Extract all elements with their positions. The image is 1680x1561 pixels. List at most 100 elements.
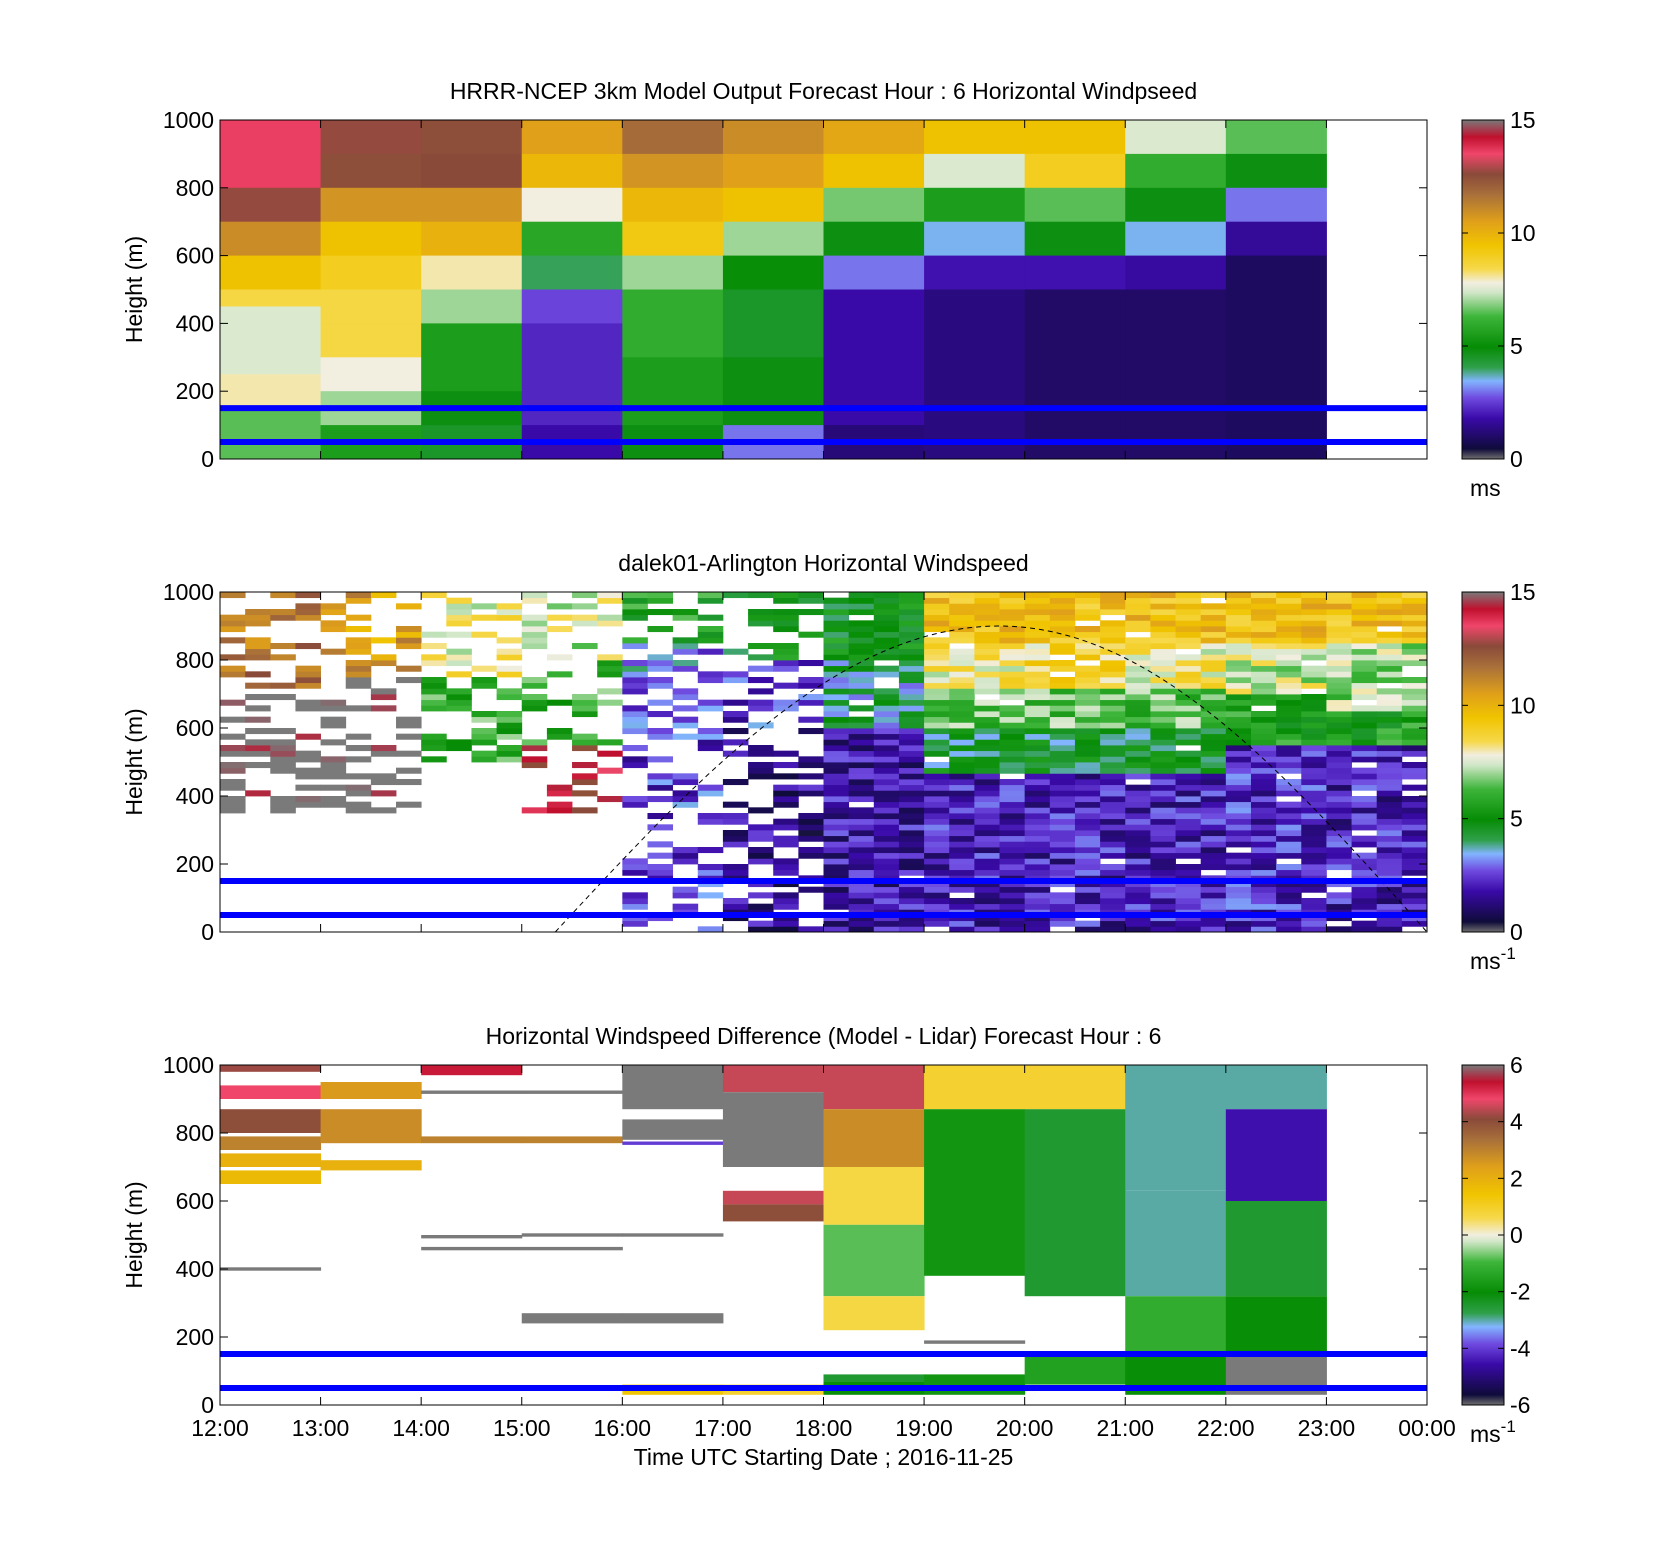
heatmap-cell [898, 858, 925, 865]
heatmap-cell [898, 654, 925, 661]
heatmap-cell [1049, 824, 1076, 831]
heatmap-cell [1351, 728, 1378, 735]
heatmap-cell [496, 733, 523, 740]
heatmap-cell [773, 660, 799, 667]
heatmap-cell [823, 858, 850, 865]
heatmap-cell [898, 643, 925, 650]
heatmap-cell [1301, 609, 1327, 616]
heatmap-cell [873, 841, 900, 848]
heatmap-cell [396, 767, 422, 774]
heatmap-cell [647, 796, 674, 803]
heatmap-cell [1351, 841, 1378, 848]
panel-title: Horizontal Windspeed Difference (Model -… [486, 1023, 1162, 1049]
heatmap-cell [1150, 841, 1176, 848]
heatmap-cell [647, 711, 674, 718]
heatmap-cell [1100, 699, 1126, 706]
heatmap-cell [1276, 716, 1302, 723]
heatmap-cell [622, 892, 648, 899]
heatmap-cell [1351, 784, 1378, 791]
heatmap-cell [974, 796, 1000, 803]
heatmap-cell [773, 665, 799, 672]
heatmap-cell [1276, 813, 1302, 820]
heatmap-cell [1200, 830, 1227, 837]
heatmap-cell [521, 1136, 623, 1144]
heatmap-cell [873, 728, 900, 735]
heatmap-cell [999, 915, 1026, 922]
heatmap-cell [1100, 801, 1126, 808]
heatmap-cell [1225, 835, 1252, 842]
heatmap-cell [1150, 824, 1176, 831]
heatmap-cell [1074, 739, 1101, 746]
heatmap-cell [672, 892, 699, 899]
heatmap-cell [1175, 637, 1202, 644]
heatmap-cell [1376, 796, 1403, 803]
heatmap-cell [1150, 847, 1176, 854]
heatmap-cell [949, 881, 975, 888]
heatmap-cell [1276, 841, 1302, 848]
heatmap-cell [672, 903, 699, 910]
heatmap-cell [949, 603, 975, 610]
heatmap-cell [798, 728, 824, 735]
heatmap-cell [1250, 790, 1277, 797]
heatmap-cell [1376, 711, 1403, 718]
heatmap-cell [245, 716, 271, 723]
heatmap-cell [1200, 705, 1227, 712]
heatmap-cell [773, 835, 799, 842]
heatmap-cell [220, 620, 246, 627]
heatmap-cell [521, 620, 548, 627]
heatmap-cell [1024, 813, 1051, 820]
x-tick-label: 13:00 [292, 1415, 350, 1441]
y-tick-label: 400 [176, 310, 214, 336]
heatmap-cell [1401, 682, 1428, 689]
heatmap-cell [622, 716, 648, 723]
heatmap-cell [1250, 603, 1277, 610]
heatmap-cell [521, 153, 623, 189]
heatmap-cell [245, 609, 271, 616]
heatmap-cell [1301, 824, 1327, 831]
heatmap-cell [873, 648, 900, 655]
heatmap-cell [924, 654, 950, 661]
heatmap-cell [270, 801, 296, 808]
heatmap-cell [1049, 592, 1076, 599]
heatmap-cell [672, 643, 699, 650]
heatmap-cell [823, 694, 850, 701]
heatmap-cell [1301, 898, 1327, 905]
heatmap-cell [1074, 665, 1101, 672]
heatmap-cell [1049, 626, 1076, 633]
heatmap-cell [1150, 699, 1176, 706]
heatmap-cell [748, 614, 774, 621]
heatmap-cell [1024, 1354, 1126, 1385]
heatmap-cell [1200, 886, 1227, 893]
heatmap-cell [1301, 813, 1327, 820]
heatmap-cell [1276, 597, 1302, 604]
heatmap-cell [672, 614, 699, 621]
heatmap-cell [1125, 790, 1151, 797]
heatmap-cell [1376, 852, 1403, 859]
heatmap-cell [798, 824, 824, 831]
heatmap-cell [1024, 830, 1051, 837]
heatmap-cell [1100, 796, 1126, 803]
heatmap-cell [1049, 745, 1076, 752]
heatmap-cell [974, 745, 1000, 752]
heatmap-cell [1074, 926, 1101, 933]
heatmap-cell [1326, 892, 1352, 899]
heatmap-cell [999, 739, 1026, 746]
heatmap-cell [1326, 762, 1352, 769]
heatmap-cell [1024, 739, 1051, 746]
heatmap-cell [1276, 614, 1302, 621]
heatmap-cell [974, 762, 1000, 769]
heatmap-cell [1049, 881, 1076, 888]
heatmap-cell [974, 915, 1000, 922]
colorbar-tick-label: 15 [1510, 107, 1536, 133]
heatmap-cell [898, 728, 925, 735]
heatmap-cell [1376, 915, 1403, 922]
heatmap-cell [1250, 920, 1277, 927]
heatmap-cell [898, 626, 925, 633]
heatmap-cell [1200, 841, 1227, 848]
heatmap-cell [1200, 688, 1227, 695]
heatmap-cell [999, 864, 1026, 871]
heatmap-cell [1351, 892, 1378, 899]
heatmap-cell [1351, 609, 1378, 616]
heatmap-cell [1200, 711, 1227, 718]
heatmap-cell [722, 711, 749, 718]
